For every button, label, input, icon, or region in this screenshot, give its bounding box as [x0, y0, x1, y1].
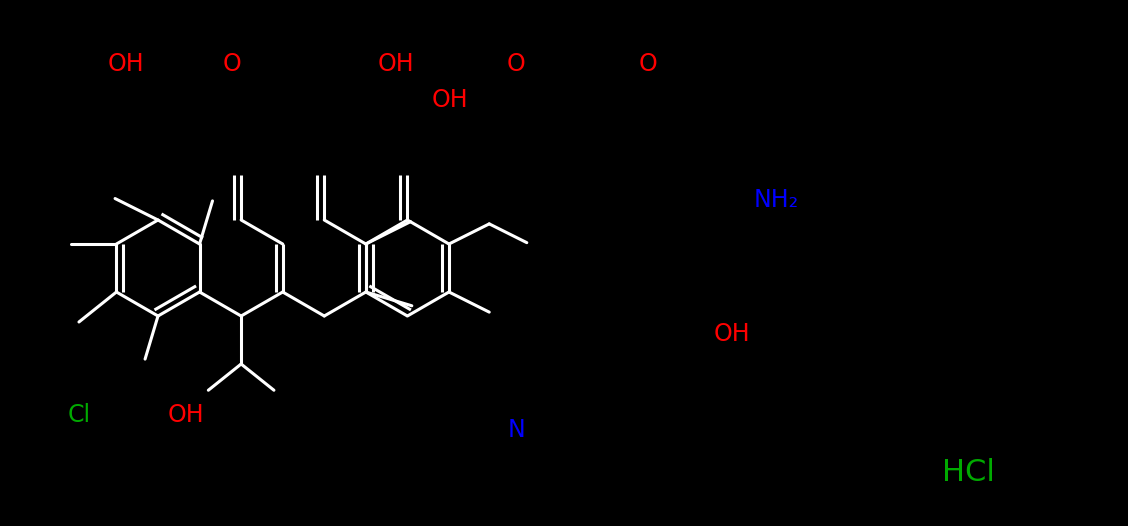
Text: HCl: HCl	[942, 458, 995, 487]
Text: O: O	[222, 52, 241, 76]
Text: N: N	[508, 418, 525, 442]
Text: OH: OH	[108, 52, 144, 76]
Text: OH: OH	[432, 88, 468, 112]
Text: OH: OH	[714, 322, 750, 346]
Text: O: O	[638, 52, 658, 76]
Text: Cl: Cl	[68, 403, 91, 427]
Text: OH: OH	[378, 52, 415, 76]
Text: O: O	[506, 52, 526, 76]
Text: OH: OH	[168, 403, 204, 427]
Text: NH₂: NH₂	[754, 188, 799, 212]
